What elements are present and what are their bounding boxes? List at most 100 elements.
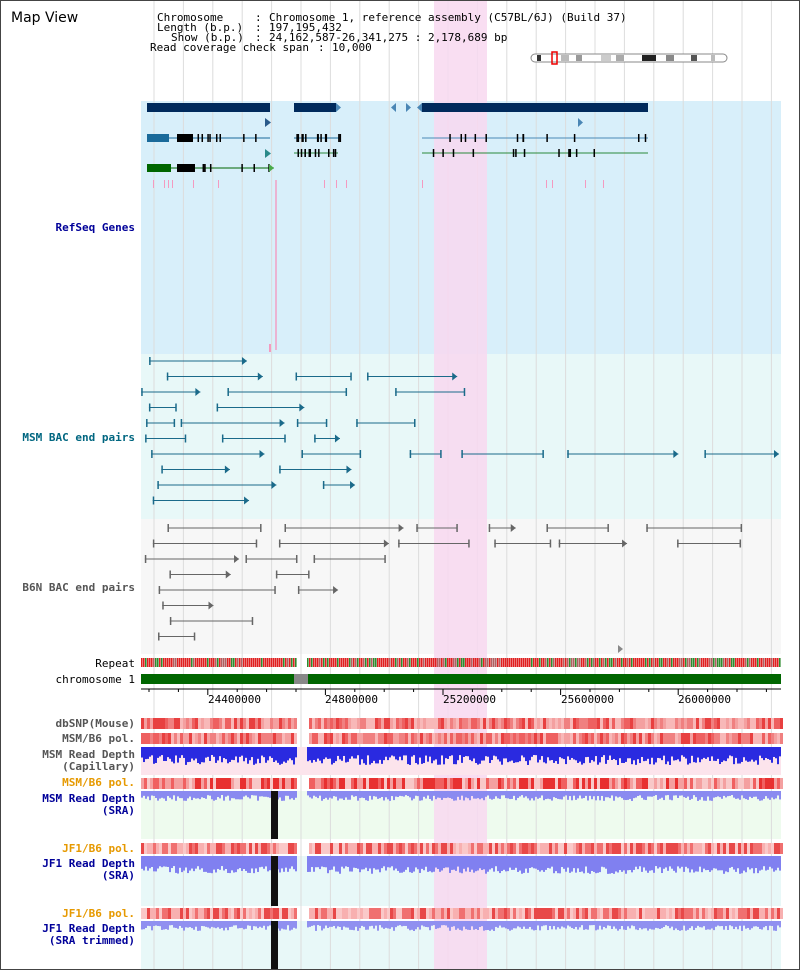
depth-bar <box>715 856 717 869</box>
heat-cell <box>750 718 753 729</box>
heat-cell <box>171 908 174 919</box>
heat-cell <box>144 843 147 854</box>
heat-cell <box>402 733 405 744</box>
depth-bar <box>735 747 737 758</box>
bac-end <box>322 481 325 489</box>
heat-cell <box>636 778 639 789</box>
heat-cell <box>372 908 375 919</box>
heat-cell <box>279 778 282 789</box>
repeat-mark <box>729 658 731 667</box>
repeat-mark <box>681 658 683 667</box>
depth-bar <box>637 921 639 931</box>
depth-bar <box>693 791 695 796</box>
track-label-refseq[interactable]: RefSeq Genes <box>55 221 135 234</box>
snp-tick <box>324 180 325 188</box>
heat-cell <box>456 733 459 744</box>
depth-bar <box>415 921 417 930</box>
depth-bar <box>315 747 317 762</box>
depth-bar <box>609 856 611 874</box>
depth-bar <box>727 921 729 930</box>
heat-cell <box>672 843 675 854</box>
depth-bar <box>355 791 357 797</box>
depth-bar <box>205 856 207 872</box>
heat-cell <box>174 733 177 744</box>
heat-cell <box>165 843 168 854</box>
depth-bar <box>537 856 539 870</box>
track-label-msm-bac[interactable]: MSM BAC end pairs <box>22 431 135 444</box>
depth-bar <box>177 921 179 929</box>
depth-bar <box>735 791 737 799</box>
heat-cell <box>465 908 468 919</box>
depth-bar <box>729 921 731 926</box>
heat-cell <box>582 718 585 729</box>
depth-bar <box>207 791 209 796</box>
heat-cell <box>651 843 654 854</box>
depth-bar <box>775 921 777 931</box>
depth-bar <box>577 747 579 763</box>
depth-bar <box>259 747 261 764</box>
heat-cell <box>228 908 231 919</box>
repeat-mark <box>227 658 229 667</box>
depth-bar <box>719 791 721 798</box>
heat-cell <box>678 718 681 729</box>
depth-bar <box>249 791 251 799</box>
repeat-mark <box>235 658 237 667</box>
depth-bar <box>235 747 237 757</box>
depth-bar <box>221 921 223 928</box>
depth-bar <box>621 856 623 872</box>
heat-cell <box>408 778 411 789</box>
repeat-mark <box>169 658 171 667</box>
track-label-b6n-bac[interactable]: B6N BAC end pairs <box>22 581 135 594</box>
heat-cell <box>576 733 579 744</box>
depth-bar <box>357 856 359 869</box>
heat-cell <box>603 908 606 919</box>
repeat-mark <box>483 658 485 667</box>
depth-bar <box>685 921 687 931</box>
depth-bar <box>773 856 775 872</box>
depth-bar <box>505 921 507 929</box>
repeat-mark <box>507 658 509 667</box>
depth-bar <box>497 921 499 928</box>
heat-cell <box>315 718 318 729</box>
depth-bar <box>745 791 747 800</box>
depth-bar <box>523 747 525 758</box>
repeat-mark <box>143 658 145 667</box>
heat-cell <box>186 843 189 854</box>
depth-bar <box>289 921 291 931</box>
depth-bar <box>413 856 415 872</box>
heat-cell <box>450 718 453 729</box>
depth-bar <box>535 921 537 931</box>
depth-bar <box>223 747 225 759</box>
depth-bar <box>649 921 651 929</box>
repeat-mark <box>247 658 249 667</box>
depth-bar <box>359 791 361 799</box>
bac-end <box>398 524 404 532</box>
heat-cell <box>435 733 438 744</box>
depth-bar <box>605 791 607 798</box>
heat-cell <box>198 733 201 744</box>
repeat-mark <box>637 658 639 667</box>
track-label-msm-b6-pol-2: MSM/B6 pol. <box>62 776 135 789</box>
repeat-mark <box>189 658 191 667</box>
heat-cell <box>654 718 657 729</box>
heat-cell <box>393 843 396 854</box>
heat-cell <box>486 778 489 789</box>
exon <box>202 164 205 172</box>
depth-bar <box>359 747 361 765</box>
depth-bar <box>367 747 369 756</box>
depth-bar <box>153 856 155 872</box>
heat-cell <box>747 733 750 744</box>
repeat-mark <box>429 658 431 667</box>
heat-cell <box>201 718 204 729</box>
depth-bar <box>747 747 749 762</box>
depth-bar <box>225 921 227 928</box>
heat-cell <box>573 733 576 744</box>
depth-bar <box>403 921 405 926</box>
coverage-gap <box>271 921 278 969</box>
heat-cell <box>420 733 423 744</box>
heat-cell <box>555 778 558 789</box>
depth-bar <box>589 747 591 763</box>
depth-bar <box>691 856 693 870</box>
heat-cell <box>774 778 777 789</box>
